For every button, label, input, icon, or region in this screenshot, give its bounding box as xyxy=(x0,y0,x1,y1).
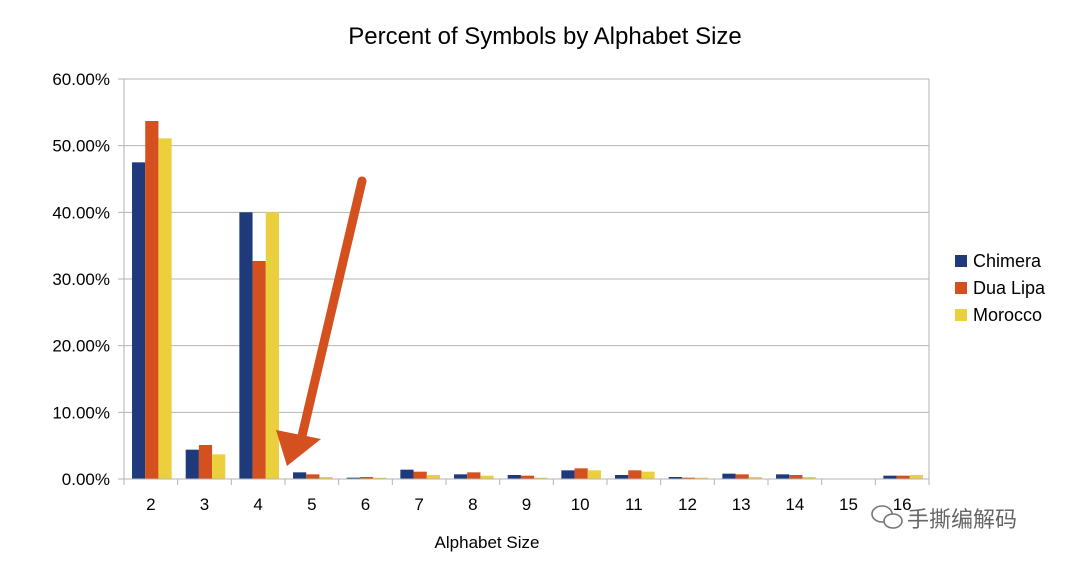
bar-chimera xyxy=(454,474,468,479)
bar-dua-lipa xyxy=(574,468,588,479)
x-tick-label: 5 xyxy=(307,495,316,514)
x-axis-ticks: 2 3 4 5 6 7 8 9 10 11 12 13 14 15 16 xyxy=(123,479,930,514)
x-tick-label: 12 xyxy=(678,495,697,514)
bar-chimera xyxy=(883,475,897,479)
bar-chimera xyxy=(722,473,736,479)
y-axis-ticks: 0.00% 10.00% 20.00% 30.00% 40.00% 50.00% 60.00… xyxy=(52,70,110,489)
bar-morocco xyxy=(319,477,333,479)
bar-morocco xyxy=(534,477,548,479)
x-tick-label: 14 xyxy=(785,495,804,514)
y-tick-label: 30.00% xyxy=(52,270,110,289)
x-tick-label: 9 xyxy=(522,495,531,514)
bar-morocco xyxy=(426,475,440,479)
bar-morocco xyxy=(373,477,387,479)
bar-dua-lipa xyxy=(520,475,535,479)
watermark-text: 手撕编解码 xyxy=(907,508,1017,533)
bar-morocco xyxy=(695,477,709,479)
legend-swatch xyxy=(955,255,967,267)
y-tick-label: 60.00% xyxy=(52,70,110,89)
bar-dua-lipa xyxy=(681,477,696,479)
arrow-shaft xyxy=(297,176,367,441)
legend-swatch xyxy=(955,282,967,294)
x-tick-label: 11 xyxy=(625,495,643,514)
legend-label: Morocco xyxy=(973,305,1042,325)
legend: Chimera Dua Lipa Morocco xyxy=(955,251,1046,325)
chart-title: Percent of Symbols by Alphabet Size xyxy=(348,23,742,50)
wechat-icon xyxy=(871,505,903,529)
bar-chimera xyxy=(776,474,790,479)
x-tick-label: 6 xyxy=(361,495,370,514)
y-tick-label: 0.00% xyxy=(62,470,110,489)
x-tick-label: 4 xyxy=(253,495,262,514)
bar-chimera xyxy=(668,477,682,479)
arrow-head xyxy=(276,430,321,466)
bar-morocco xyxy=(641,471,655,479)
bar-dua-lipa xyxy=(306,474,320,479)
x-tick-label: 16 xyxy=(893,495,912,514)
bar-dua-lipa xyxy=(628,470,642,479)
bar-chimera xyxy=(132,162,146,480)
x-tick-label: 13 xyxy=(732,495,751,514)
bar-chimera xyxy=(239,212,253,480)
y-tick-label: 50.00% xyxy=(52,137,110,156)
bar-morocco xyxy=(212,454,226,479)
legend-label: Chimera xyxy=(973,251,1042,271)
bar-morocco xyxy=(748,477,762,479)
bar-chimera xyxy=(507,475,521,479)
bar-morocco xyxy=(480,475,494,479)
bar-morocco xyxy=(265,212,279,480)
y-tick-label: 40.00% xyxy=(52,203,110,222)
legend-label: Dua Lipa xyxy=(973,278,1046,298)
bars xyxy=(132,121,923,480)
bar-dua-lipa xyxy=(467,472,481,479)
x-tick-label: 15 xyxy=(839,495,858,514)
bar-chimera xyxy=(400,469,414,479)
y-tick-label: 20.00% xyxy=(52,337,110,356)
legend-swatch xyxy=(955,309,967,321)
x-tick-label: 3 xyxy=(200,495,209,514)
x-axis-title: Alphabet Size xyxy=(435,533,540,552)
bar-chimera xyxy=(185,449,199,479)
bar-dua-lipa xyxy=(198,445,213,479)
x-tick-label: 10 xyxy=(571,495,590,514)
x-tick-label: 8 xyxy=(468,495,477,514)
bar-morocco xyxy=(802,477,816,479)
bar-dua-lipa xyxy=(789,475,803,479)
bar-dua-lipa xyxy=(896,475,910,479)
bar-morocco xyxy=(587,470,601,479)
bar-dua-lipa xyxy=(145,121,159,479)
watermark: 手撕编解码 xyxy=(871,505,1017,533)
bar-dua-lipa xyxy=(413,471,427,479)
annotation-arrow xyxy=(276,176,367,466)
bar-chimera xyxy=(346,477,360,479)
bar-morocco xyxy=(909,475,923,479)
bar-chimera xyxy=(293,472,307,479)
bar-chimera xyxy=(615,475,629,479)
bar-dua-lipa xyxy=(252,261,266,479)
y-tick-label: 10.00% xyxy=(52,403,110,422)
bar-dua-lipa xyxy=(735,474,749,479)
bar-morocco xyxy=(158,138,172,480)
bar-dua-lipa xyxy=(359,477,374,479)
x-tick-label: 7 xyxy=(414,495,423,514)
bar-chimera xyxy=(561,470,575,479)
x-tick-label: 2 xyxy=(146,495,155,514)
